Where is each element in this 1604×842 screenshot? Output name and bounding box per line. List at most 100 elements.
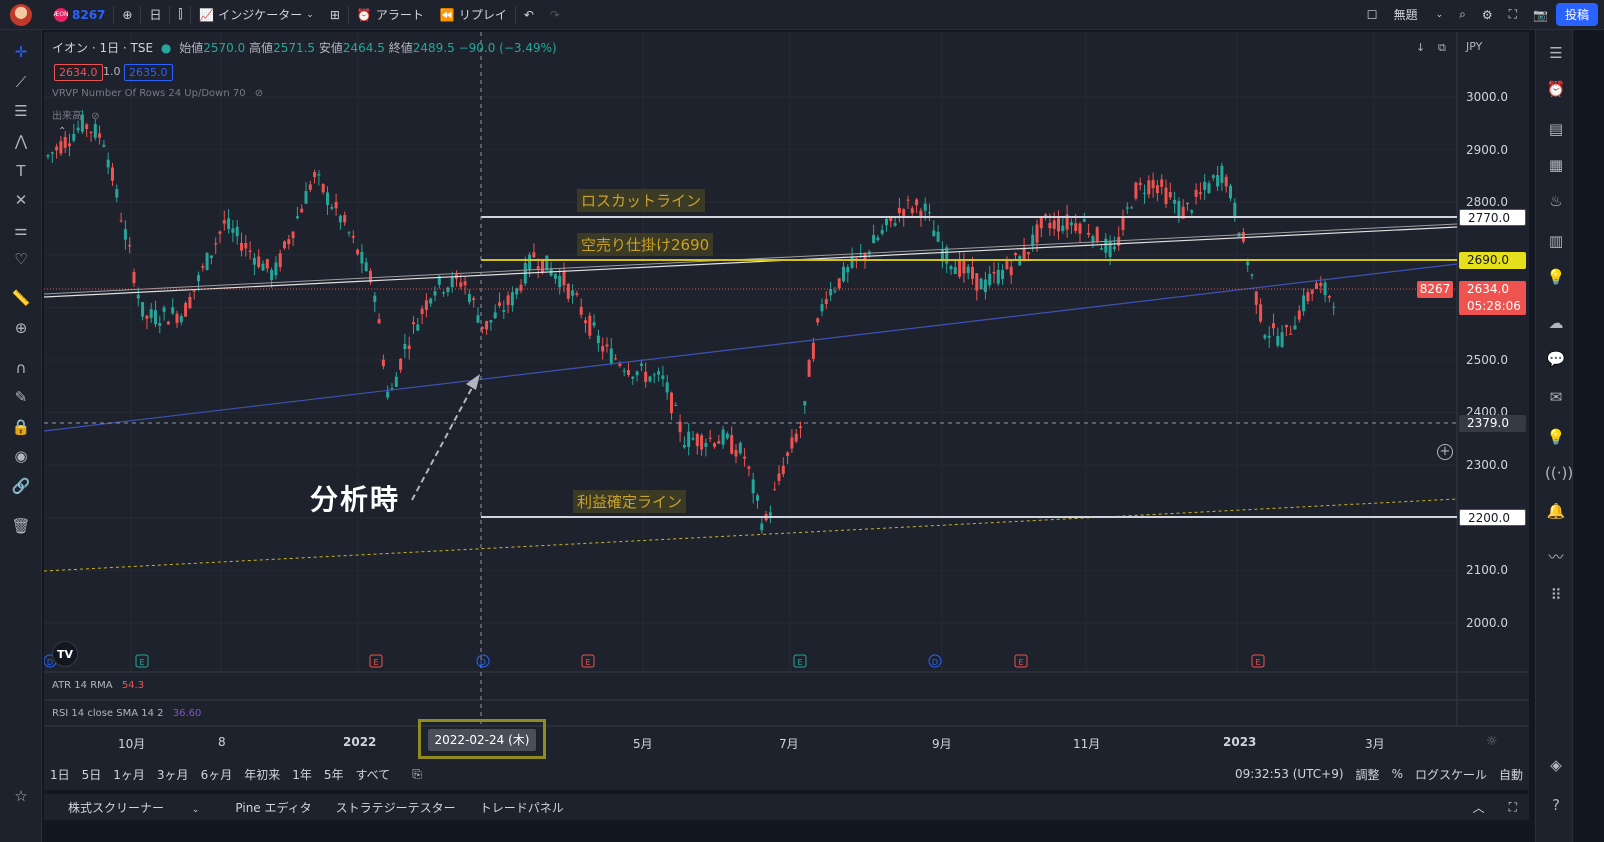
takeprofit-line-label[interactable]: 利益確定ライン xyxy=(573,490,687,513)
layout-name[interactable]: 無題 ⌄ xyxy=(1393,8,1444,22)
lock-icon[interactable]: 🔒 xyxy=(11,418,31,436)
layout-button[interactable]: ☐ xyxy=(1359,0,1386,30)
text-icon[interactable]: T xyxy=(16,162,26,180)
pattern-icon[interactable]: ⋀ xyxy=(14,132,28,150)
star-icon[interactable]: ☆ xyxy=(14,787,28,805)
goto-date-icon[interactable]: ⎘ xyxy=(412,766,422,781)
atr-pane-label[interactable]: ATR 14 RMA 54.3 xyxy=(52,680,145,691)
range-all[interactable]: すべて xyxy=(355,767,391,782)
time-tick: 2022 xyxy=(343,735,377,749)
range-1m[interactable]: 1ヶ月 xyxy=(113,767,145,782)
add-alert-plus-icon[interactable]: + xyxy=(1437,444,1453,460)
chat-icon[interactable]: 💬 xyxy=(1546,350,1566,368)
analysis-point-label[interactable]: 分析時 xyxy=(310,483,401,516)
undo-button[interactable]: ↶ xyxy=(516,0,542,30)
download-icon[interactable]: ↓ xyxy=(1416,41,1426,54)
alert-button[interactable]: ⏰ アラート xyxy=(356,7,424,23)
range-5d[interactable]: 5日 xyxy=(81,767,102,782)
chart-type-button[interactable]: ⫿ xyxy=(170,0,190,30)
entry-line-label[interactable]: 空売り仕掛け2690 xyxy=(577,233,714,256)
ideas-icon[interactable]: 💡 xyxy=(1546,268,1566,286)
calendar-icon[interactable]: ▥ xyxy=(1548,232,1564,250)
currency-label[interactable]: JPY xyxy=(1466,40,1483,53)
compare-button[interactable]: ⊕ xyxy=(114,0,140,30)
tab-stock-screener[interactable]: 株式スクリーナー ⌄ xyxy=(44,799,223,816)
trash-icon[interactable]: 🗑 xyxy=(11,517,31,535)
ruler-icon[interactable]: 📏 xyxy=(11,289,31,307)
redo-button[interactable]: ↷ xyxy=(542,0,568,30)
adjust-toggle[interactable]: 調整 xyxy=(1355,767,1380,782)
maximize-icon[interactable]: ⧉ xyxy=(1438,41,1446,54)
broadcast-icon[interactable]: ((·)) xyxy=(1545,464,1574,482)
candle-body xyxy=(1151,180,1155,189)
fullscreen-button[interactable]: ⛶ xyxy=(1501,0,1525,30)
rsi-pane-label[interactable]: RSI 14 close SMA 14 2 36.60 xyxy=(52,708,202,719)
trend-line-icon[interactable]: ⟋ xyxy=(15,73,27,91)
messages-icon[interactable]: ✉ xyxy=(1549,388,1563,406)
collapse-legend-icon[interactable]: ⌃ xyxy=(58,126,67,137)
log-scale-toggle[interactable]: ログスケール xyxy=(1414,767,1487,782)
axis-settings-icon[interactable]: ☼ xyxy=(1486,734,1498,749)
interval-button[interactable]: 日 xyxy=(149,8,162,22)
range-1d[interactable]: 1日 xyxy=(50,767,70,782)
percent-toggle[interactable]: % xyxy=(1391,767,1403,781)
range-3m[interactable]: 3ヶ月 xyxy=(156,767,189,782)
eye-icon[interactable]: ◉ xyxy=(14,447,28,465)
help-icon[interactable]: ? xyxy=(1552,796,1560,814)
link-icon[interactable]: 🔗 xyxy=(11,477,31,495)
auto-scale-toggle[interactable]: 自動 xyxy=(1498,767,1523,782)
range-ytd[interactable]: 年初来 xyxy=(244,767,281,782)
stoploss-line-label[interactable]: ロスカットライン xyxy=(577,189,706,212)
snapshot-button[interactable]: 📷 xyxy=(1525,0,1556,30)
range-1y[interactable]: 1年 xyxy=(292,767,312,782)
fib-icon[interactable]: ☰ xyxy=(14,102,28,120)
tradingview-logo[interactable]: TV xyxy=(52,641,78,667)
tab-trading-panel[interactable]: トレードパネル xyxy=(479,800,564,815)
layers-icon[interactable]: ◈ xyxy=(1550,756,1562,774)
tab-strategy-tester[interactable]: ストラテジーテスター xyxy=(335,800,456,815)
dots-grid-icon[interactable]: ⠿ xyxy=(1550,586,1562,604)
range-5y[interactable]: 5年 xyxy=(323,767,344,782)
user-avatar[interactable] xyxy=(10,3,32,26)
symbol-search[interactable]: ÆON 8267 xyxy=(46,0,113,30)
indicators-button[interactable]: 📈 インジケーター ⌄ xyxy=(199,7,314,23)
buy-price-button[interactable]: 2635.0 xyxy=(124,64,173,81)
time-tick: 7月 xyxy=(779,737,799,751)
clock-time[interactable]: 09:32:53 (UTC+9) xyxy=(1234,767,1344,781)
zoom-icon[interactable]: ⊕ xyxy=(14,319,28,337)
watchlist-icon[interactable]: ☰ xyxy=(1549,44,1563,62)
eye-hidden-icon[interactable]: ⊘ xyxy=(254,88,264,99)
streams-icon[interactable]: ☁ xyxy=(1548,314,1564,332)
candle-body xyxy=(1241,231,1245,242)
post-button[interactable]: 投稿 xyxy=(1555,3,1598,26)
trend-icon[interactable]: 〰 xyxy=(1548,548,1564,566)
replay-button[interactable]: ⏪ リプレイ xyxy=(439,7,507,23)
volume-label[interactable]: 出来高 ⊘ xyxy=(52,111,100,122)
sell-price-button[interactable]: 2634.0 xyxy=(54,64,103,81)
bell-icon[interactable]: 🔔 xyxy=(1546,502,1566,520)
heart-icon[interactable]: ♡ xyxy=(14,250,28,268)
range-6m[interactable]: 6ヶ月 xyxy=(200,767,233,782)
candle-body xyxy=(1289,333,1293,335)
prediction-icon[interactable]: ✕ xyxy=(14,191,28,209)
help-bulb-icon[interactable]: 💡 xyxy=(1546,428,1566,446)
measure-tools-icon[interactable]: ⚌ xyxy=(14,221,28,239)
candle-body xyxy=(889,216,893,221)
news-icon[interactable]: ▤ xyxy=(1548,120,1564,138)
settings-button[interactable]: ⚙ xyxy=(1474,0,1501,30)
vrvp-label[interactable]: VRVP Number Of Rows 24 Up/Down 70 ⊘ xyxy=(52,88,264,99)
pencil-lock-icon[interactable]: ✎ xyxy=(14,388,28,406)
magnet-icon[interactable]: ∩ xyxy=(15,359,27,377)
crosshair-icon[interactable]: ✛ xyxy=(14,43,28,61)
search-button[interactable]: ⌕ xyxy=(1451,0,1474,30)
alarm-clock-icon[interactable]: ⏰ xyxy=(1546,80,1566,98)
hotlist-icon[interactable]: ♨ xyxy=(1549,192,1563,210)
data-window-icon[interactable]: ▦ xyxy=(1548,156,1564,174)
eye-hidden-icon[interactable]: ⊘ xyxy=(91,111,100,122)
tab-pine-editor[interactable]: Pine エディタ xyxy=(235,800,312,815)
templates-button[interactable]: ⊞ xyxy=(322,0,348,30)
chevron-up-icon[interactable]: ︿ xyxy=(1472,800,1485,815)
maximize-panel-icon[interactable]: ⛶ xyxy=(1508,799,1517,814)
chart-area[interactable]: D E E D E E D E E イオン · 1日 · TSE ● 始値2570.0 高値25… xyxy=(44,32,1529,790)
